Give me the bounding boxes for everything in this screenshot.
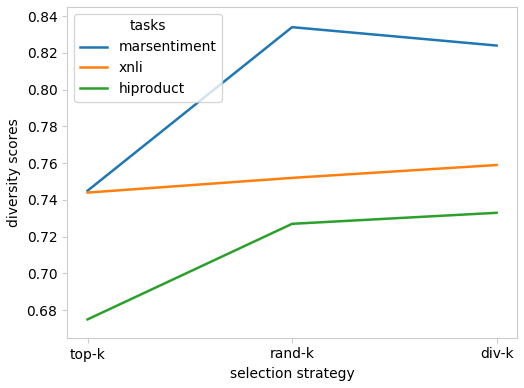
Line: marsentiment: marsentiment xyxy=(88,27,497,191)
xnli xyxy=(84,190,91,195)
xnli xyxy=(289,175,295,180)
marsentiment xyxy=(84,189,91,193)
marsentiment xyxy=(289,25,295,29)
hiproduct xyxy=(289,222,295,226)
hiproduct xyxy=(494,210,500,215)
Y-axis label: diversity scores: diversity scores xyxy=(7,118,21,227)
marsentiment xyxy=(494,43,500,48)
Line: xnli: xnli xyxy=(88,165,497,192)
Line: hiproduct: hiproduct xyxy=(88,213,497,319)
Legend: marsentiment, xnli, hiproduct: marsentiment, xnli, hiproduct xyxy=(74,14,222,102)
X-axis label: selection strategy: selection strategy xyxy=(230,367,354,381)
hiproduct xyxy=(84,317,91,322)
xnli xyxy=(494,163,500,167)
